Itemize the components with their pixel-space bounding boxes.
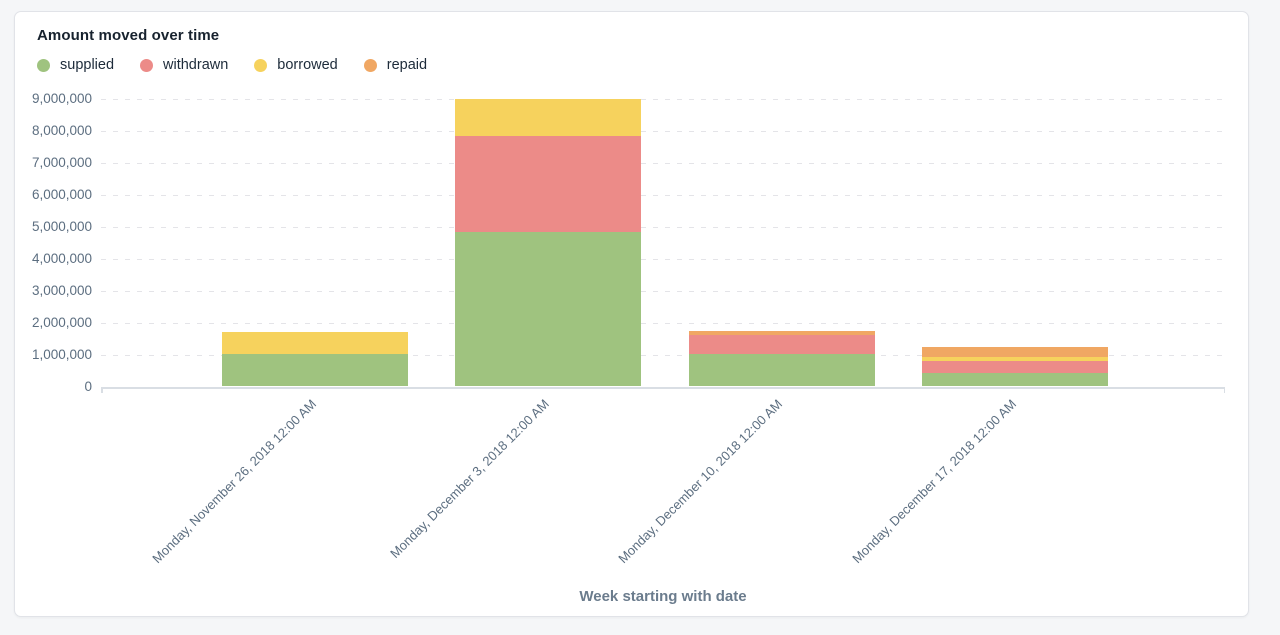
gridline <box>101 195 1225 197</box>
legend-swatch-icon <box>363 58 377 72</box>
gridline <box>101 354 1225 356</box>
legend-item-borrowed: borrowed <box>254 57 338 73</box>
y-tick-label: 7,000,000 <box>31 155 92 171</box>
bar-segment-repaid <box>921 347 1108 358</box>
legend-swatch-icon <box>254 58 268 72</box>
plot-area: 0 1,000,000 2,000,000 3,000,000 4,000,000 5,0… <box>15 12 1248 616</box>
gridline <box>101 290 1225 292</box>
x-tick-label: Monday, December 3, 2018 12:00 AM <box>387 396 553 562</box>
gridline <box>101 258 1225 260</box>
y-tick-label: 3,000,000 <box>31 282 92 298</box>
gridline <box>101 131 1225 133</box>
legend-item-repaid: repaid <box>363 57 428 73</box>
x-tick-label: Monday, December 17, 2018 12:00 AM <box>848 396 1019 567</box>
bar-segment-repaid <box>688 331 875 335</box>
y-tick-label: 1,000,000 <box>31 346 92 362</box>
bar-segment-supplied <box>455 231 642 387</box>
y-tick-label: 4,000,000 <box>31 250 92 266</box>
chart-legend: supplied withdrawn borrowed repaid <box>37 56 427 74</box>
chart-card: Amount moved over time supplied withdrawn… <box>14 11 1249 617</box>
bar-segment-supplied <box>688 353 875 387</box>
legend-item-withdrawn: withdrawn <box>140 57 228 73</box>
gridline <box>101 322 1225 324</box>
bar-segment-borrowed <box>455 99 642 137</box>
gridline <box>101 99 1225 101</box>
bar-segment-withdrawn <box>455 136 642 232</box>
gridline <box>101 163 1225 165</box>
x-axis-title: Week starting with date <box>579 588 747 605</box>
bar-segment-withdrawn <box>688 334 875 354</box>
x-tick-label: Monday, November 26, 2018 12:00 AM <box>149 396 319 567</box>
legend-label: repaid <box>386 57 428 73</box>
y-tick-label: 8,000,000 <box>31 123 92 139</box>
bar-segment-supplied <box>222 353 408 387</box>
axis-endcap <box>1223 386 1225 393</box>
legend-label: supplied <box>60 57 115 73</box>
legend-swatch-icon <box>37 58 50 72</box>
x-tick-label: Monday, December 10, 2018 12:00 AM <box>615 396 786 567</box>
y-tick-label: 0 <box>84 378 92 394</box>
y-tick-label: 9,000,000 <box>31 91 92 107</box>
legend-label: withdrawn <box>163 57 229 73</box>
y-tick-label: 2,000,000 <box>31 314 92 330</box>
legend-label: borrowed <box>277 57 338 73</box>
legend-swatch-icon <box>140 58 154 72</box>
bar-segment-borrowed <box>222 332 408 354</box>
y-tick-label: 5,000,000 <box>31 219 92 235</box>
legend-item-supplied: supplied <box>37 57 114 73</box>
chart-title: Amount moved over time <box>37 27 220 44</box>
axis-endcap <box>101 386 103 393</box>
bar-segment-withdrawn <box>921 360 1108 373</box>
y-tick-label: 6,000,000 <box>31 187 92 203</box>
gridline <box>101 227 1225 229</box>
x-axis-line <box>101 386 1225 389</box>
bar-segment-borrowed <box>921 357 1108 361</box>
bar-segment-supplied <box>921 372 1108 387</box>
